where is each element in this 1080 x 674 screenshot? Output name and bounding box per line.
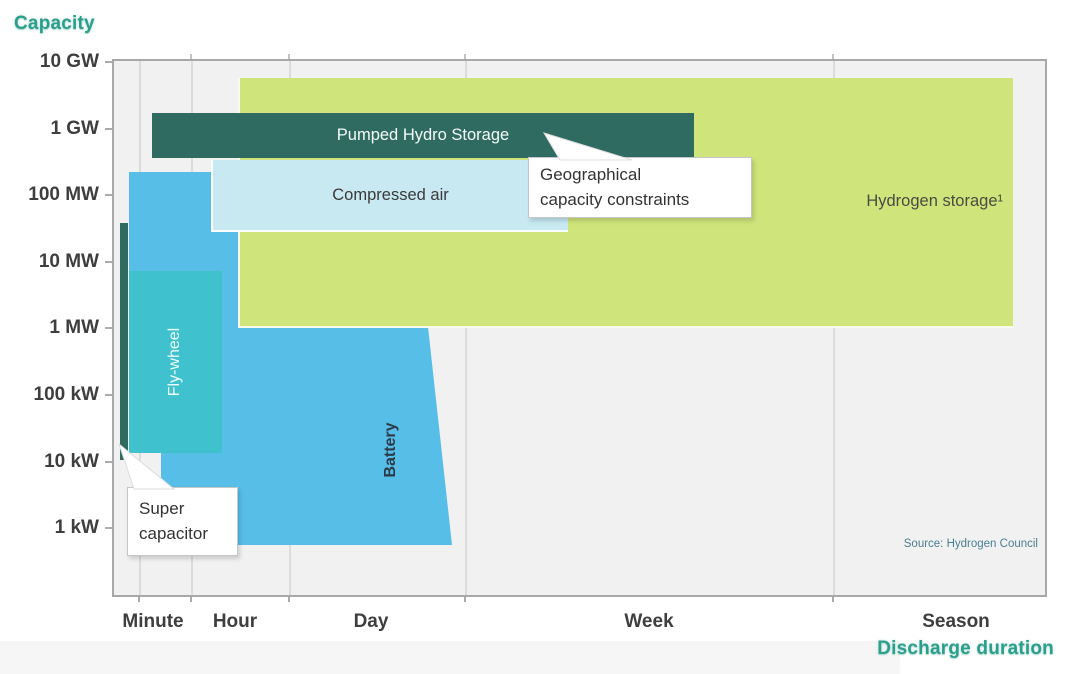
hydrogen-storage-label: Hydrogen storage¹	[866, 192, 1003, 210]
x-tick-label-day: Day	[353, 611, 389, 632]
flywheel-label: Fly-wheel	[166, 327, 184, 397]
y-tick	[105, 394, 114, 396]
x-tick-label-season: Season	[922, 611, 990, 632]
y-tick-label-10gw: 10 GW	[39, 51, 99, 72]
super-capacitor-callout: Super capacitor	[127, 487, 238, 556]
super-capacitor-callout-line2: capacitor	[139, 524, 208, 543]
pumped-hydro-block: Pumped Hydro Storage	[152, 113, 694, 158]
x-tick-top	[464, 54, 466, 61]
x-tick	[138, 595, 140, 602]
x-tick	[288, 595, 290, 602]
y-tick-label-10kw: 10 kW	[44, 451, 99, 472]
compressed-air-label: Compressed air	[332, 185, 449, 204]
x-tick	[464, 595, 466, 602]
super-capacitor-block	[120, 223, 128, 460]
source-note: Source: Hydrogen Council	[903, 538, 1038, 550]
x-tick-top	[288, 54, 290, 61]
y-tick	[105, 327, 114, 329]
compressed-air-block: Compressed air	[211, 160, 568, 232]
x-tick-label-hour: Hour	[212, 611, 258, 632]
x-tick	[832, 595, 834, 602]
y-tick	[105, 461, 114, 463]
super-capacitor-callout-line1: Super	[139, 499, 185, 518]
x-axis-title: Discharge duration	[877, 638, 1054, 659]
geo-callout-line2: capacity constraints	[540, 190, 690, 209]
flywheel-block: Fly-wheel	[129, 271, 222, 453]
y-tick-label-1gw: 1 GW	[50, 118, 99, 139]
x-tick	[190, 595, 192, 602]
y-tick-label-1mw: 1 MW	[49, 317, 99, 338]
geo-callout-line1: Geographical	[540, 165, 642, 184]
x-tick-top	[832, 54, 834, 61]
footer-strip	[0, 641, 900, 674]
pumped-hydro-label: Pumped Hydro Storage	[336, 126, 510, 144]
y-tick	[105, 128, 114, 130]
y-tick-label-10mw: 10 MW	[38, 251, 99, 272]
geo-callout-arrow	[542, 132, 633, 161]
x-tick-label-minute: Minute	[122, 611, 184, 632]
battery-block-label: Battery	[382, 422, 399, 478]
plot-area: Battery Hydrogen storage¹ Compressed air…	[112, 59, 1047, 597]
x-tick-top	[190, 54, 192, 61]
y-tick	[105, 194, 114, 196]
y-tick-label-1kw: 1 kW	[54, 517, 99, 538]
y-tick	[105, 261, 114, 263]
super-capacitor-callout-arrow	[117, 442, 176, 490]
y-tick-label-100kw: 100 kW	[33, 384, 99, 405]
y-tick-label-100mw: 100 MW	[28, 184, 99, 205]
y-axis-title: Capacity	[14, 13, 95, 34]
geo-callout: Geographical capacity constraints	[528, 157, 752, 218]
y-tick	[105, 61, 114, 63]
gridline	[833, 61, 835, 595]
y-tick	[105, 527, 114, 529]
x-tick-label-week: Week	[624, 611, 674, 632]
gridline	[465, 61, 467, 595]
